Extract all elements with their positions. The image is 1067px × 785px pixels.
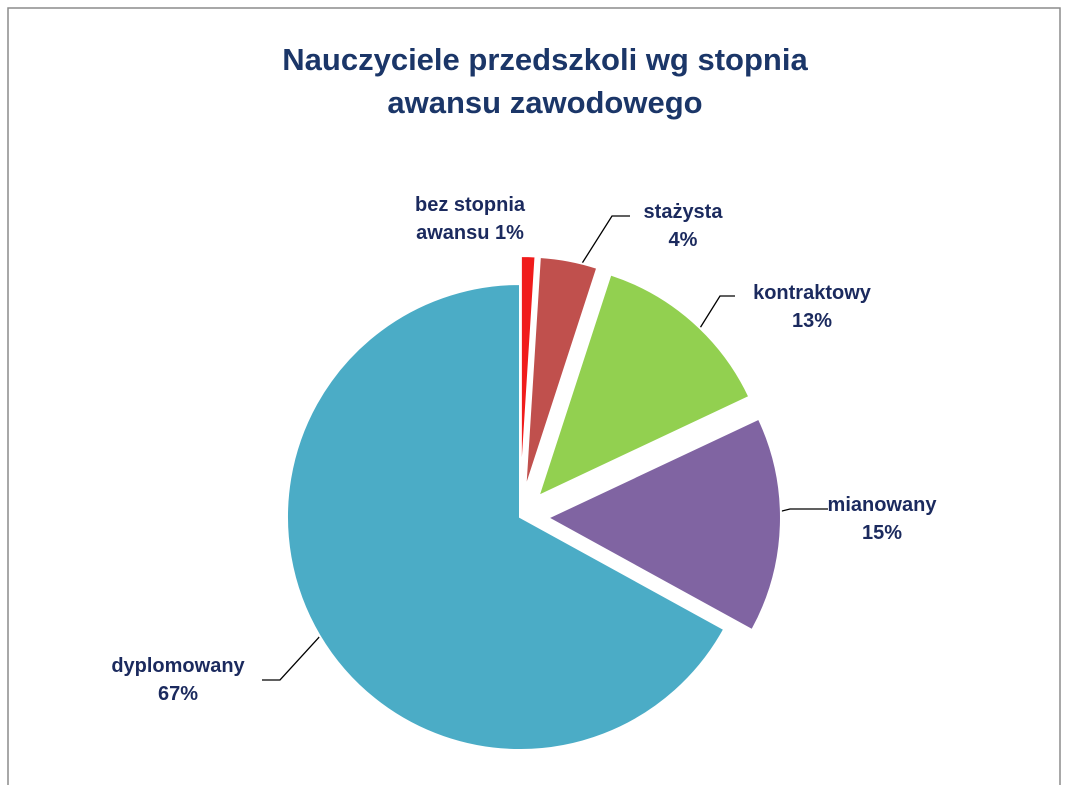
- leader-line: [262, 633, 323, 681]
- value-label: 13%: [791, 310, 833, 332]
- value-label: 4%: [668, 229, 698, 251]
- leader-line: [580, 215, 630, 266]
- chart-frame: [7, 7, 1061, 785]
- pie-slice: [545, 417, 782, 632]
- category-label: dyplomowany: [111, 655, 245, 677]
- value-label: 15%: [861, 522, 903, 544]
- pie-slice: [286, 282, 726, 751]
- value-label: 67%: [157, 683, 199, 705]
- chart-title: Nauczyciele przedszkoli wg stopnia awans…: [282, 42, 808, 120]
- data-label: bez stopnia awansu 1%: [395, 191, 545, 247]
- data-label: stażysta 4%: [644, 198, 723, 254]
- category-label: stażysta: [643, 201, 723, 223]
- pie-slice: [519, 255, 537, 490]
- category-label: mianowany: [827, 494, 937, 516]
- data-label: mianowany 15%: [828, 491, 937, 547]
- value-label: 1%: [495, 222, 524, 244]
- pie-slice: [536, 273, 751, 498]
- category-label: kontraktowy: [753, 282, 871, 304]
- pie-slice: [524, 255, 599, 490]
- data-label: kontraktowy 13%: [753, 279, 871, 335]
- category-label: bez stopnia awansu: [414, 194, 525, 244]
- data-label: dyplomowany 67%: [111, 652, 244, 708]
